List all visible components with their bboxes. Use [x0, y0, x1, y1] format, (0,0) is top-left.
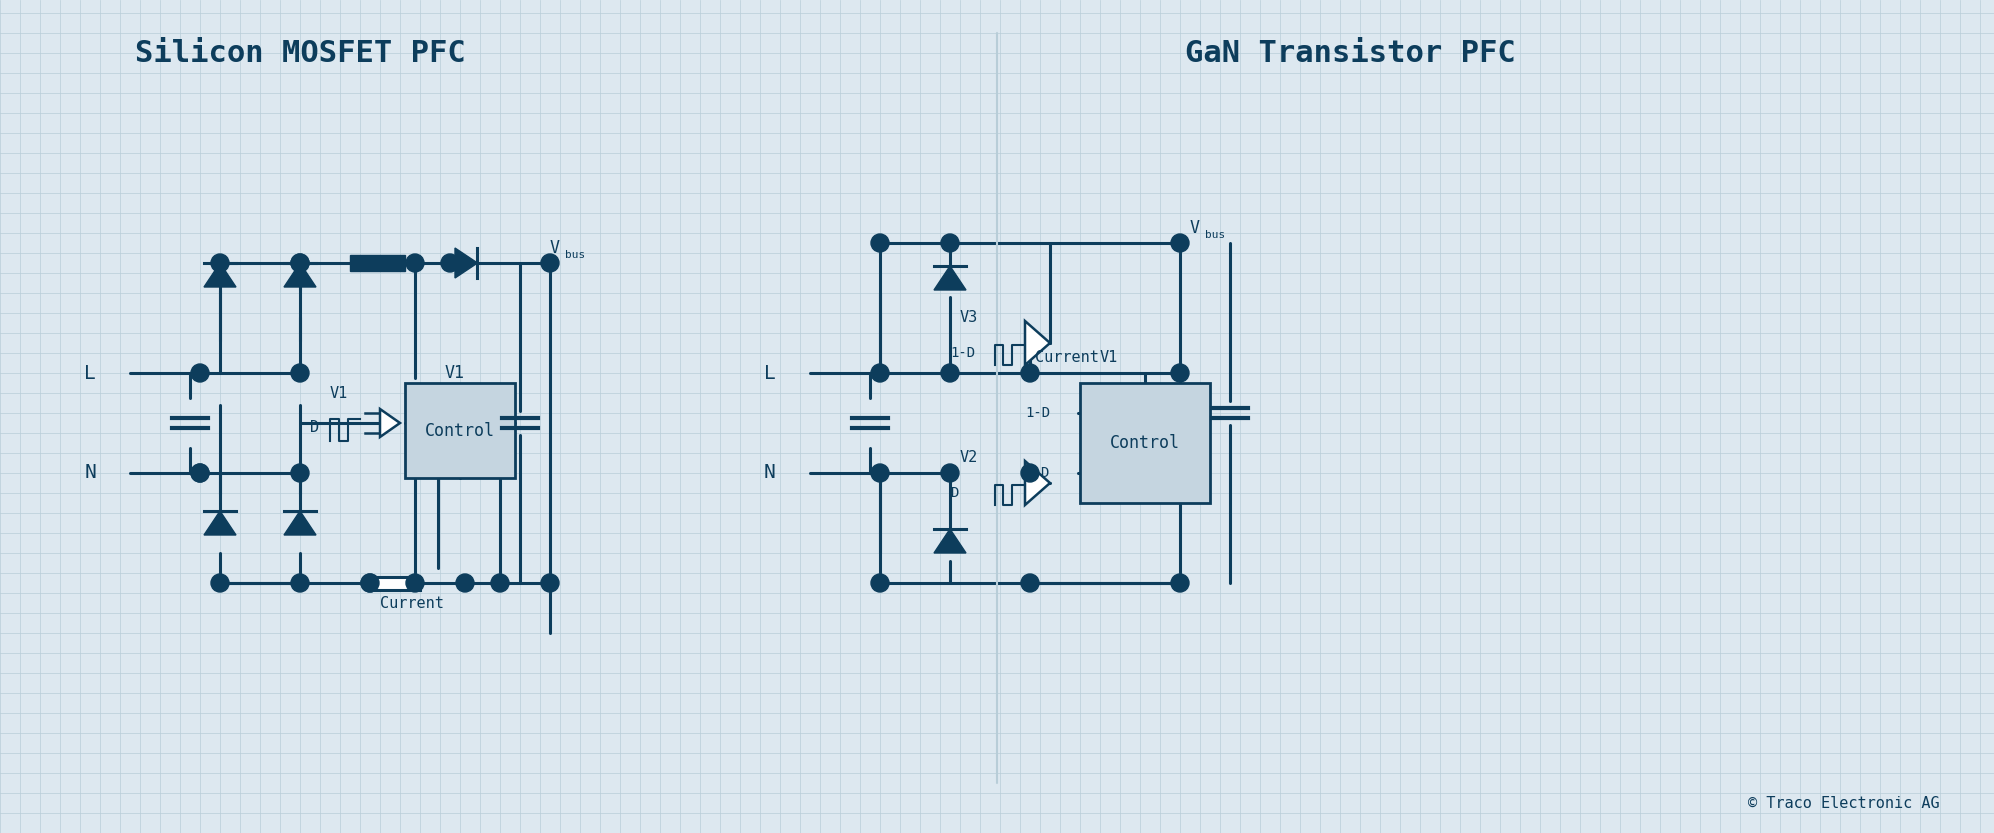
FancyBboxPatch shape — [1081, 383, 1210, 503]
Text: V1: V1 — [445, 364, 465, 382]
Text: bus: bus — [564, 250, 586, 260]
Circle shape — [1021, 574, 1039, 592]
Circle shape — [871, 574, 889, 592]
Text: D: D — [309, 421, 319, 436]
Text: N: N — [764, 463, 776, 482]
Circle shape — [457, 574, 475, 592]
Text: N: N — [84, 463, 96, 482]
Circle shape — [1170, 234, 1188, 252]
Circle shape — [191, 464, 209, 482]
Text: Control: Control — [425, 421, 495, 440]
Circle shape — [191, 464, 209, 482]
Text: © Traco Electronic AG: © Traco Electronic AG — [1749, 796, 1940, 811]
Text: Control: Control — [1111, 434, 1180, 452]
Polygon shape — [455, 248, 477, 278]
Circle shape — [540, 574, 558, 592]
Text: V: V — [1190, 219, 1200, 237]
Text: 1-D: 1-D — [949, 346, 975, 360]
Text: D: D — [949, 486, 959, 500]
Circle shape — [407, 574, 425, 592]
Circle shape — [291, 464, 309, 482]
Circle shape — [1170, 574, 1188, 592]
FancyBboxPatch shape — [405, 383, 514, 478]
Circle shape — [1021, 364, 1039, 382]
Polygon shape — [203, 511, 235, 535]
FancyBboxPatch shape — [375, 576, 421, 590]
Text: L: L — [84, 363, 96, 382]
Circle shape — [441, 254, 459, 272]
Circle shape — [361, 574, 379, 592]
Polygon shape — [1025, 461, 1051, 505]
Text: L: L — [764, 363, 776, 382]
Text: Current: Current — [1035, 351, 1099, 366]
Circle shape — [291, 364, 309, 382]
Circle shape — [291, 254, 309, 272]
Polygon shape — [933, 529, 965, 553]
Polygon shape — [203, 263, 235, 287]
Text: D: D — [1041, 466, 1049, 480]
Text: V3: V3 — [959, 311, 979, 326]
Polygon shape — [283, 263, 315, 287]
Circle shape — [941, 364, 959, 382]
Polygon shape — [1025, 321, 1051, 365]
Circle shape — [211, 574, 229, 592]
Circle shape — [291, 254, 309, 272]
Text: Silicon MOSFET PFC: Silicon MOSFET PFC — [136, 38, 465, 67]
Text: V2: V2 — [959, 451, 979, 466]
Circle shape — [361, 574, 379, 592]
Text: GaN Transistor PFC: GaN Transistor PFC — [1184, 38, 1515, 67]
Polygon shape — [933, 266, 965, 290]
Circle shape — [871, 234, 889, 252]
Text: V: V — [550, 239, 560, 257]
Circle shape — [211, 254, 229, 272]
Polygon shape — [283, 511, 315, 535]
Text: Current: Current — [381, 596, 445, 611]
Polygon shape — [381, 409, 401, 437]
Circle shape — [871, 364, 889, 382]
Circle shape — [1021, 464, 1039, 482]
Text: 1-D: 1-D — [1025, 406, 1051, 420]
Circle shape — [191, 364, 209, 382]
Text: bus: bus — [1204, 230, 1224, 240]
Circle shape — [941, 464, 959, 482]
Circle shape — [291, 574, 309, 592]
Text: V1: V1 — [1101, 351, 1119, 366]
Circle shape — [1170, 364, 1188, 382]
Text: V1: V1 — [329, 386, 349, 401]
Circle shape — [407, 254, 425, 272]
Circle shape — [941, 234, 959, 252]
Circle shape — [491, 574, 508, 592]
Circle shape — [540, 254, 558, 272]
FancyBboxPatch shape — [351, 255, 405, 271]
Circle shape — [871, 464, 889, 482]
